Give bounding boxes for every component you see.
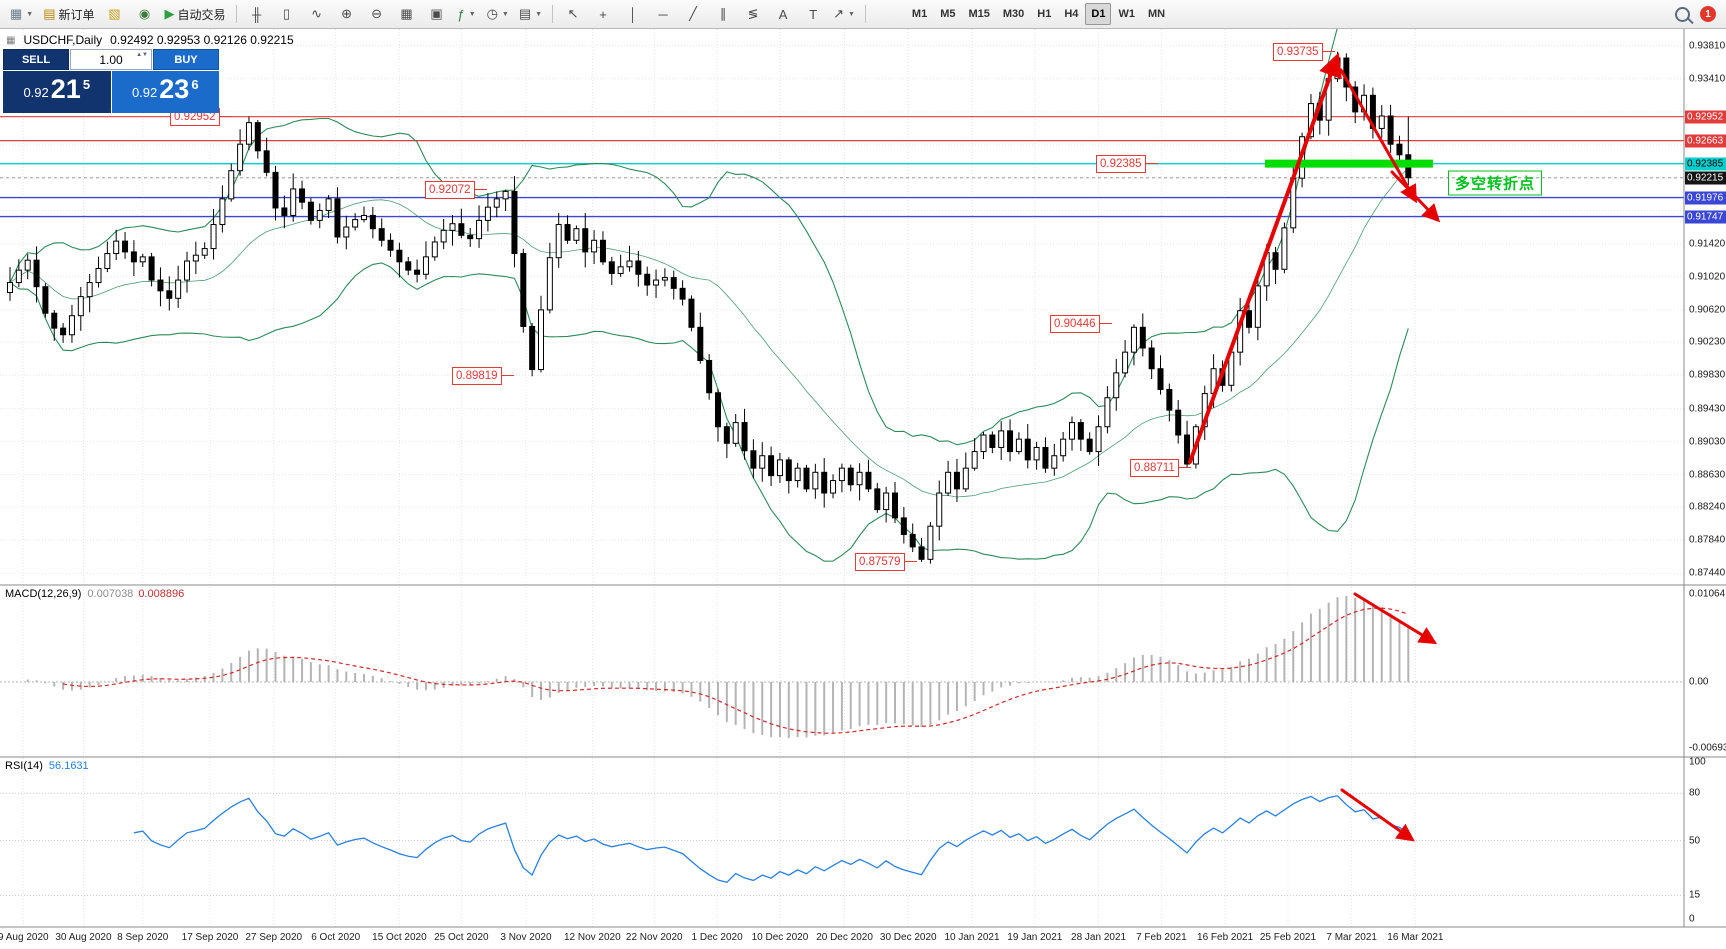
tile-windows-icon: ▦: [400, 6, 413, 21]
new-order-button-label: 新订单: [58, 7, 95, 22]
toolbar-separator: [552, 5, 554, 23]
timeframe-m15[interactable]: M15: [968, 8, 990, 20]
timeframe-m30[interactable]: M30: [1002, 8, 1025, 20]
zoom-in-button[interactable]: ⊕: [333, 2, 361, 26]
cascade-windows-icon: ▣: [430, 6, 443, 21]
timeframe-d1[interactable]: D1: [1085, 3, 1112, 25]
horizontal-line-icon: ─: [658, 6, 668, 22]
sell-price-point: 5: [82, 77, 91, 92]
dropdown-arrow-icon: ▼: [26, 10, 34, 18]
toolbar-right: 1: [1675, 6, 1720, 22]
bar-chart-type-icon: ╫: [251, 6, 262, 22]
buy-price-point: 6: [191, 77, 199, 92]
volume-input[interactable]: 1.00 ▲▼: [70, 49, 152, 70]
toolbar-buttons: ▦ ▼ ▤ 新订单 ▧ ◉ ▶ 自动交易 ╫ ▯ ∿ ⊕ ⊖ ▦ ▣ ƒ ▼ ◷ ▼ ▤ ▼ ↖ + │ ─ ╱ ∥ ≶ A T ↗ ▼: [6, 2, 870, 26]
toolbar-separator: [864, 5, 866, 23]
volume-stepper-arrows[interactable]: ▲▼: [136, 52, 148, 58]
rsi-pane[interactable]: [0, 792, 1684, 896]
arrows-tool-icon: ↗: [833, 6, 844, 21]
indicators-icon: ƒ: [457, 6, 465, 22]
autotrade-icon: ▶: [164, 6, 175, 21]
buy-price-base: 0.92: [131, 85, 158, 100]
sell-price-box[interactable]: 0.92 21 5: [3, 71, 111, 113]
dropdown-arrow-icon: ▼: [501, 10, 509, 18]
timeframe-mn[interactable]: MN: [1147, 8, 1166, 20]
templates-button[interactable]: ▤ ▼: [515, 2, 546, 26]
dropdown-arrow-icon: ▼: [468, 10, 476, 18]
crosshair-button[interactable]: +: [589, 2, 617, 26]
timeframe-w1[interactable]: W1: [1118, 8, 1135, 20]
zoom-out-button[interactable]: ⊖: [363, 2, 391, 26]
market-watch-icon: ◉: [138, 6, 151, 21]
indicators-button[interactable]: ƒ ▼: [453, 2, 481, 26]
timeframe-m1[interactable]: M1: [911, 8, 928, 20]
new-order-button[interactable]: ▤ 新订单: [39, 2, 98, 26]
volume-value: 1.00: [99, 52, 123, 67]
search-icon[interactable]: [1675, 6, 1690, 22]
buy-price-pips: 23: [159, 74, 190, 104]
market-watch-button[interactable]: ◉: [131, 2, 159, 26]
chart-profiles-icon: ▧: [108, 6, 121, 21]
new-order-icon: ▤: [43, 6, 56, 21]
cursor-icon: ↖: [567, 6, 579, 21]
one-click-trading-panel: SELL 1.00 ▲▼ BUY 0.92 21 5 0.92 23 6: [3, 49, 219, 113]
equidistant-channel-icon: ∥: [719, 6, 727, 21]
text-button[interactable]: A: [769, 2, 797, 26]
sell-price-base: 0.92: [23, 85, 49, 100]
text-label-button[interactable]: T: [799, 2, 827, 26]
toolbar-separator: [235, 5, 237, 23]
new-chart-icon: ▦: [10, 6, 23, 21]
macd-pane[interactable]: [0, 596, 1684, 738]
price-pane[interactable]: [0, 0, 1684, 574]
autotrade-button-label: 自动交易: [177, 7, 226, 22]
equidistant-channel-button[interactable]: ∥: [709, 2, 737, 26]
arrows-tool-button[interactable]: ↗ ▼: [829, 2, 859, 26]
fibonacci-button[interactable]: ≶: [739, 2, 767, 26]
new-chart-button[interactable]: ▦ ▼: [6, 2, 37, 26]
fibonacci-icon: ≶: [747, 6, 759, 21]
timeframe-h1[interactable]: H1: [1037, 8, 1052, 20]
horizontal-line-button[interactable]: ─: [649, 2, 677, 26]
sell-price-pips: 21: [50, 74, 81, 104]
zoom-out-icon: ⊖: [371, 6, 383, 21]
buy-button[interactable]: BUY: [153, 49, 219, 70]
text-icon: A: [778, 6, 788, 22]
timeframe-h4[interactable]: H4: [1064, 8, 1079, 20]
candlestick-chart-type-icon: ▯: [282, 6, 291, 21]
main-toolbar: ▦ ▼ ▤ 新订单 ▧ ◉ ▶ 自动交易 ╫ ▯ ∿ ⊕ ⊖ ▦ ▣ ƒ ▼ ◷ ▼ ▤ ▼ ↖ + │ ─ ╱ ∥ ≶ A T ↗ ▼ M1…: [0, 0, 1726, 29]
bar-chart-type-button[interactable]: ╫: [243, 2, 271, 26]
sell-button[interactable]: SELL: [3, 49, 69, 70]
vertical-line-button[interactable]: │: [619, 2, 647, 26]
trendline-button[interactable]: ╱: [679, 2, 707, 26]
dropdown-arrow-icon: ▼: [535, 10, 543, 18]
tile-windows-button[interactable]: ▦: [393, 2, 421, 26]
autotrade-button[interactable]: ▶ 自动交易: [161, 2, 230, 26]
dropdown-arrow-icon: ▼: [847, 10, 855, 18]
cursor-button[interactable]: ↖: [559, 2, 587, 26]
line-chart-type-button[interactable]: ∿: [303, 2, 331, 26]
line-chart-type-icon: ∿: [311, 6, 323, 21]
text-label-icon: T: [809, 6, 818, 22]
candlestick-chart-type-button[interactable]: ▯: [273, 2, 301, 26]
trendline-icon: ╱: [689, 6, 697, 21]
periods-icon: ◷: [486, 6, 498, 21]
chart-profiles-button[interactable]: ▧: [101, 2, 129, 26]
vertical-line-icon: │: [629, 6, 638, 22]
buy-price-box[interactable]: 0.92 23 6: [111, 71, 219, 113]
timeframe-switcher: M1 M5 M15 M30 H1 H4 D1 W1 MN: [906, 3, 1171, 25]
crosshair-icon: +: [599, 6, 607, 22]
cascade-windows-button[interactable]: ▣: [423, 2, 451, 26]
notification-badge[interactable]: 1: [1700, 6, 1716, 22]
zoom-in-icon: ⊕: [341, 6, 353, 21]
timeframe-m5[interactable]: M5: [940, 8, 956, 20]
periods-button[interactable]: ◷ ▼: [483, 2, 513, 26]
templates-icon: ▤: [518, 6, 532, 21]
